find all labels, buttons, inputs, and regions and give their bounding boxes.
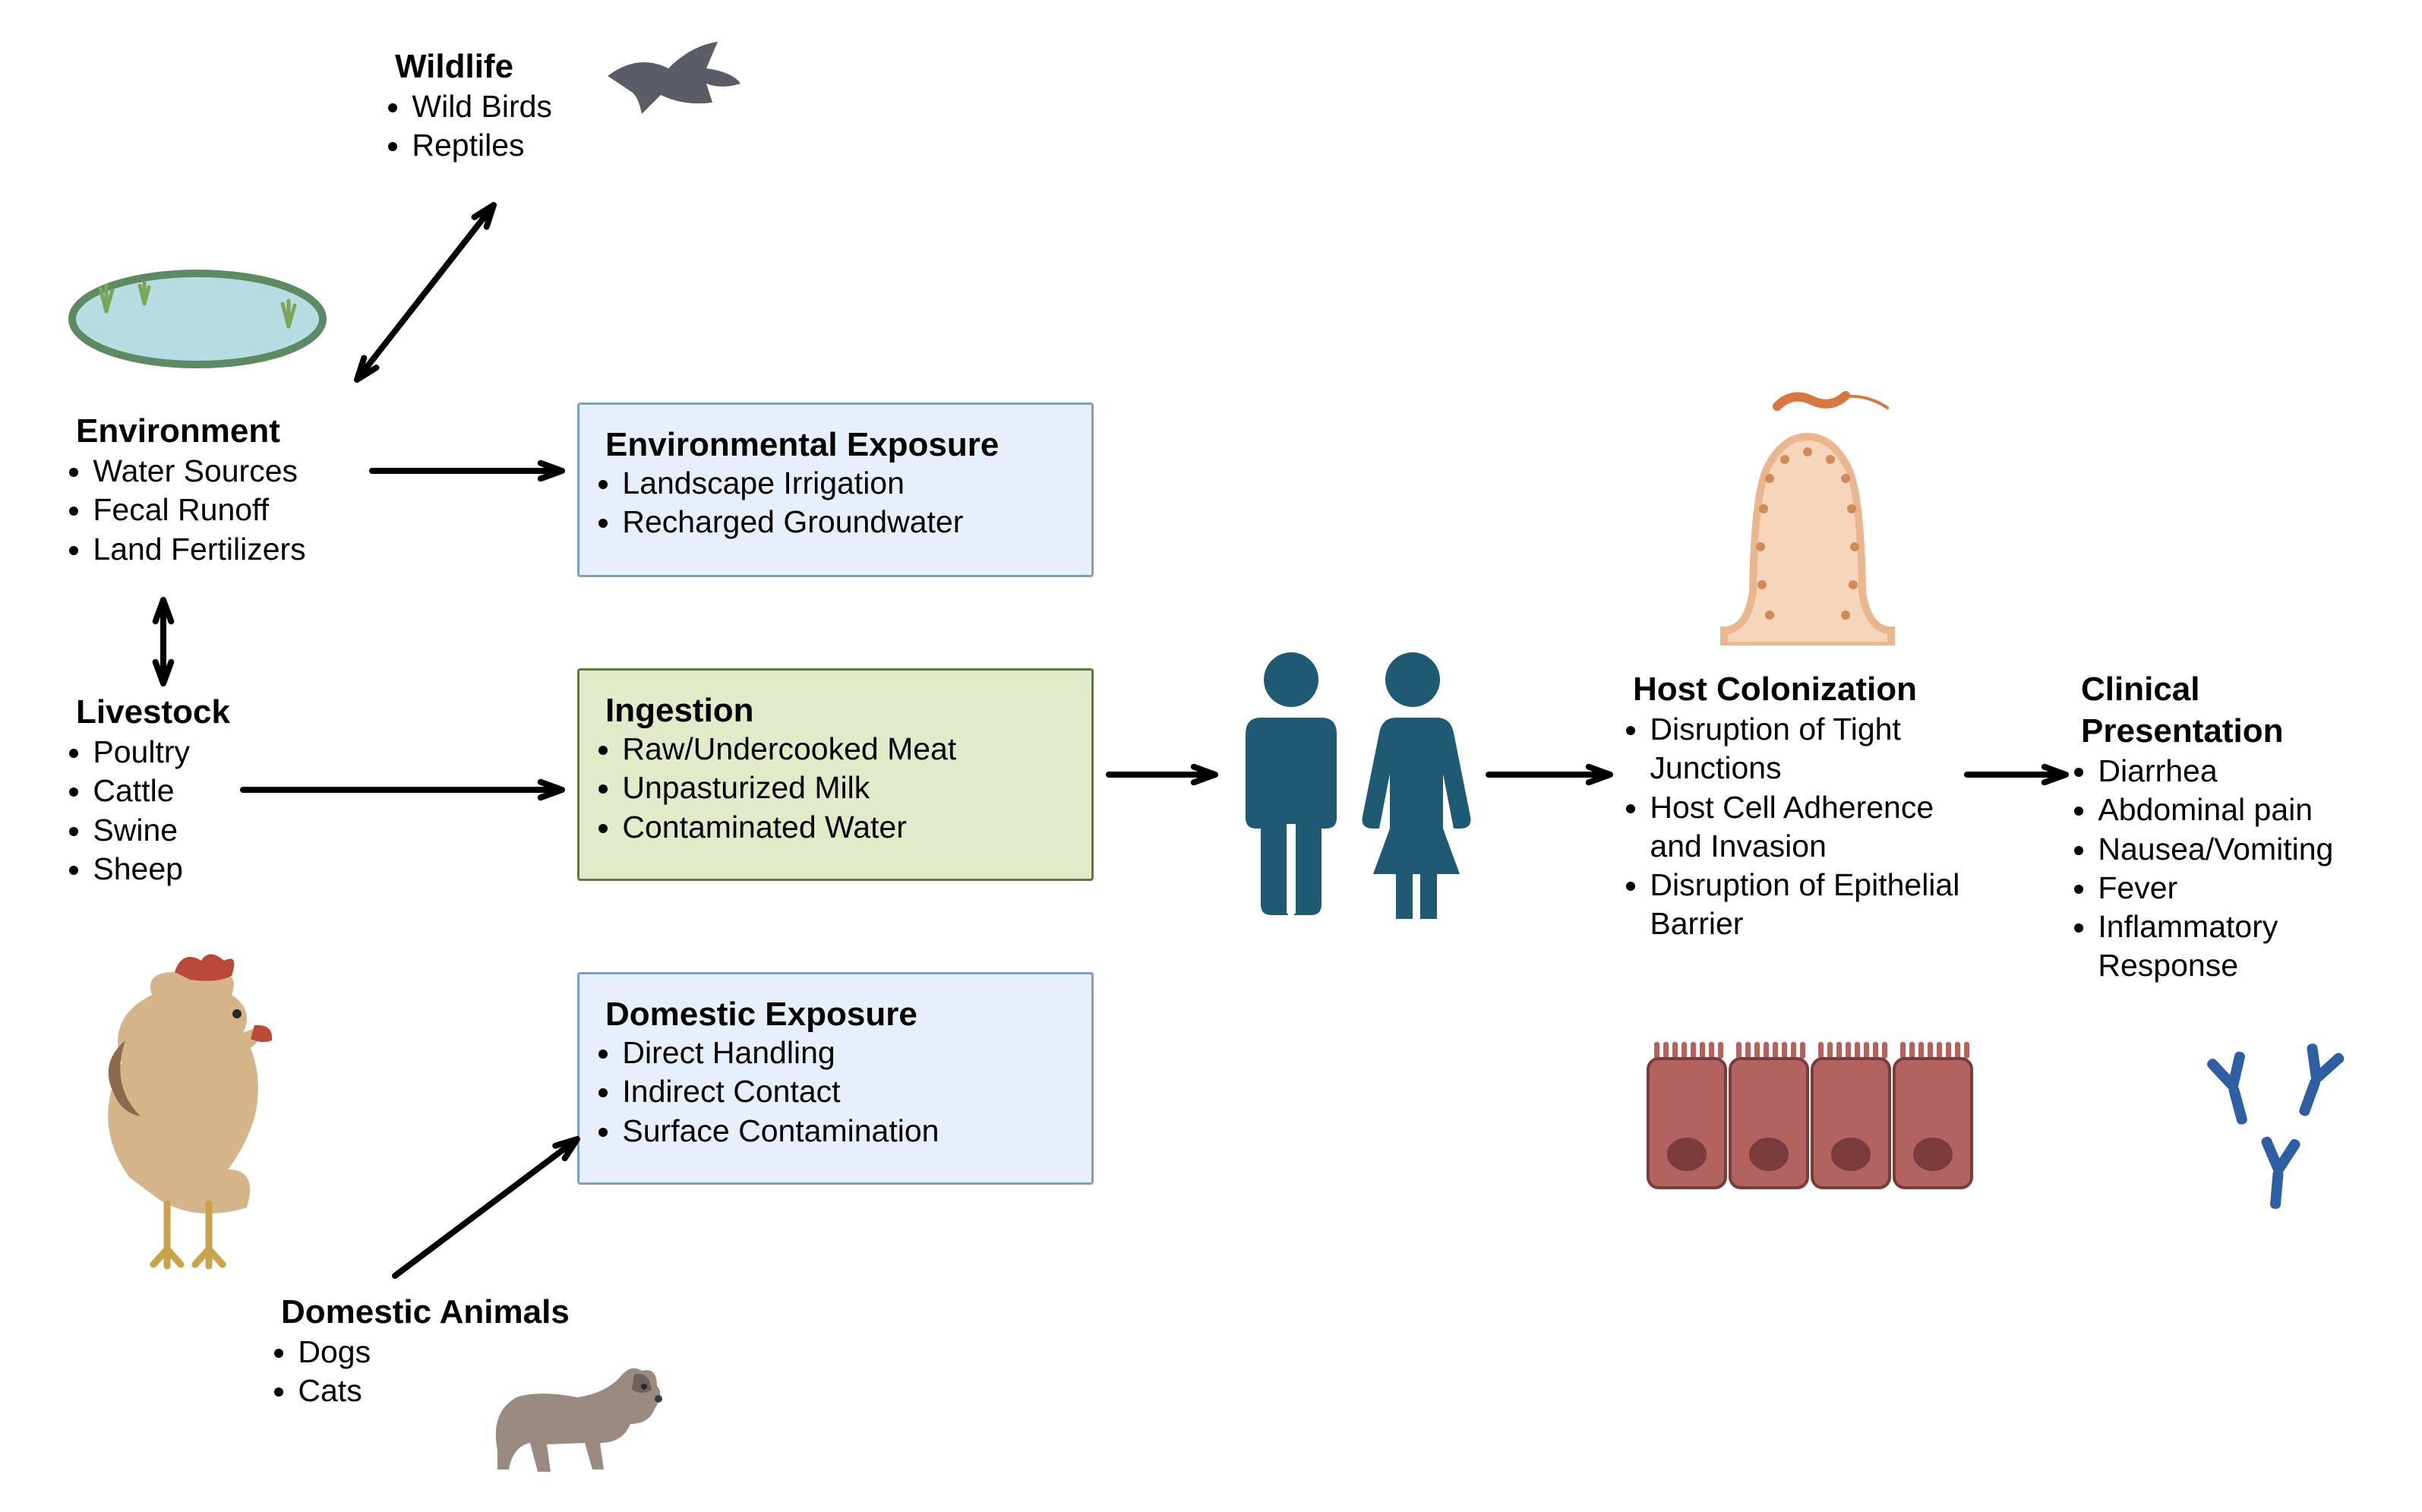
humans-icon <box>1230 646 1481 919</box>
clinical-title: Clinical Presentation <box>2081 668 2408 752</box>
list-item: Fecal Runoff <box>93 491 305 529</box>
villus-icon <box>1694 380 1921 646</box>
livestock-title: Livestock <box>76 691 230 733</box>
host-node: Host Colonization Disruption of Tight Ju… <box>1633 668 1967 944</box>
domestic-exposure-title: Domestic Exposure <box>605 996 1066 1034</box>
livestock-node: Livestock PoultryCattleSwineSheep <box>76 691 230 889</box>
ingestion-box: Ingestion Raw/Undercooked MeatUnpasturiz… <box>577 668 1094 881</box>
wildlife-node: Wildlife Wild BirdsReptiles <box>395 46 552 166</box>
list-item: Poultry <box>93 733 230 772</box>
pond-icon <box>61 228 334 380</box>
list-item: Surface Contamination <box>622 1112 1066 1151</box>
list-item: Raw/Undercooked Meat <box>622 730 1066 769</box>
list-item: Disruption of Tight Junctions <box>1650 710 1967 788</box>
list-item: Contaminated Water <box>622 808 1066 847</box>
host-title: Host Colonization <box>1633 668 1967 710</box>
domestic-title: Domestic Animals <box>281 1291 570 1333</box>
environment-node: Environment Water SourcesFecal RunoffLan… <box>76 410 306 569</box>
host-list: Disruption of Tight JunctionsHost Cell A… <box>1633 710 1967 944</box>
rooster-icon <box>68 942 296 1276</box>
env-exposure-title: Environmental Exposure <box>605 426 1066 464</box>
livestock-list: PoultryCattleSwineSheep <box>76 733 230 889</box>
list-item: Unpasturized Milk <box>622 769 1066 807</box>
list-item: Wild Birds <box>412 87 552 126</box>
list-item: Land Fertilizers <box>93 530 305 569</box>
bird-icon <box>592 30 744 137</box>
environment-title: Environment <box>76 410 306 452</box>
list-item: Swine <box>93 811 230 850</box>
antibodies-icon <box>2180 1025 2377 1223</box>
list-item: Direct Handling <box>622 1034 1066 1072</box>
list-item: Nausea/Vomiting <box>2098 830 2408 869</box>
list-item: Sheep <box>93 850 230 889</box>
epithelium-icon <box>1640 1033 1975 1207</box>
wildlife-list: Wild BirdsReptiles <box>395 87 552 166</box>
wildlife-title: Wildlife <box>395 46 552 87</box>
list-item: Water Sources <box>93 452 305 491</box>
environment-list: Water SourcesFecal RunoffLand Fertilizer… <box>76 452 306 569</box>
domestic-exposure-box: Domestic Exposure Direct HandlingIndirec… <box>577 972 1094 1185</box>
list-item: Landscape Irrigation <box>622 464 1066 503</box>
clinical-list: DiarrheaAbdominal painNausea/VomitingFev… <box>2081 752 2408 986</box>
list-item: Indirect Contact <box>622 1072 1066 1111</box>
list-item: Reptiles <box>412 126 552 165</box>
list-item: Disruption of Epithelial Barrier <box>1650 866 1967 944</box>
list-item: Abdominal pain <box>2098 791 2408 829</box>
clinical-node: Clinical Presentation DiarrheaAbdominal … <box>2081 668 2408 986</box>
list-item: Cattle <box>93 772 230 810</box>
list-item: Recharged Groundwater <box>622 503 1066 541</box>
list-item: Fever <box>2098 869 2408 908</box>
list-item: Host Cell Adherence and Invasion <box>1650 788 1967 866</box>
env-exposure-list: Landscape IrrigationRecharged Groundwate… <box>605 464 1066 542</box>
ingestion-title: Ingestion <box>605 692 1066 730</box>
domestic-exposure-list: Direct HandlingIndirect ContactSurface C… <box>605 1034 1066 1151</box>
arrows-layer <box>0 0 2422 1512</box>
list-item: Diarrhea <box>2098 752 2408 791</box>
dog-icon <box>471 1337 668 1488</box>
list-item: Inflammatory Response <box>2098 908 2408 986</box>
ingestion-list: Raw/Undercooked MeatUnpasturized MilkCon… <box>605 730 1066 847</box>
env-exposure-box: Environmental Exposure Landscape Irrigat… <box>577 402 1094 577</box>
